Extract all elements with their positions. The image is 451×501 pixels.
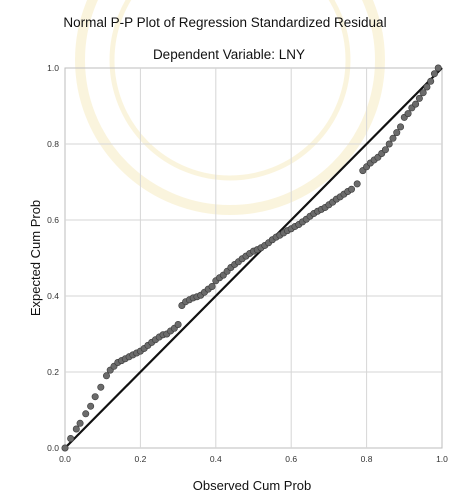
y-tick-label: 0.4 [47, 291, 59, 301]
x-tick-label: 0.8 [361, 454, 373, 464]
chart-title: Normal P-P Plot of Regression Standardiz… [63, 15, 386, 30]
x-tick-label: 0.0 [59, 454, 71, 464]
x-tick-label: 1.0 [436, 454, 448, 464]
y-tick-label: 1.0 [47, 63, 59, 73]
data-point [434, 64, 442, 72]
plot-area-frame [64, 67, 443, 449]
x-tick-label: 0.6 [285, 454, 297, 464]
y-tick-label: 0.0 [47, 443, 59, 453]
x-tick-labels: 0.0 0.2 0.4 0.6 0.8 1.0 [59, 454, 448, 464]
x-tick-label: 0.2 [134, 454, 146, 464]
data-point [423, 83, 431, 91]
data-point [61, 444, 69, 452]
data-point [427, 77, 435, 85]
data-point [67, 434, 75, 442]
data-point [72, 425, 80, 433]
data-point [76, 419, 84, 427]
data-point [415, 94, 423, 102]
data-point [397, 123, 405, 131]
data-point [97, 383, 105, 391]
data-point [381, 146, 389, 154]
data-point [87, 402, 95, 410]
x-tick-label: 0.4 [210, 454, 222, 464]
data-point [348, 185, 356, 193]
data-points [61, 64, 442, 452]
data-point [430, 70, 438, 78]
data-point [389, 134, 397, 142]
y-tick-label: 0.6 [47, 215, 59, 225]
data-point [102, 372, 110, 380]
data-point [91, 393, 99, 401]
reference-line [64, 67, 443, 449]
data-point [412, 100, 420, 108]
data-point [404, 110, 412, 118]
data-point [419, 89, 427, 97]
data-point [393, 129, 401, 137]
y-tick-label: 0.8 [47, 139, 59, 149]
data-point [174, 320, 182, 328]
chart-subtitle: Dependent Variable: LNY [153, 47, 305, 62]
data-point [353, 180, 361, 188]
grid-lines [65, 68, 442, 448]
y-tick-label: 0.2 [47, 367, 59, 377]
data-point [82, 410, 90, 418]
data-point [385, 140, 393, 148]
y-axis-label: Expected Cum Prob [28, 200, 43, 316]
watermark-logo [75, 0, 385, 215]
y-tick-labels: 0.0 0.2 0.4 0.6 0.8 1.0 [47, 63, 59, 453]
data-point [208, 282, 216, 290]
x-axis-label: Observed Cum Prob [193, 478, 312, 493]
